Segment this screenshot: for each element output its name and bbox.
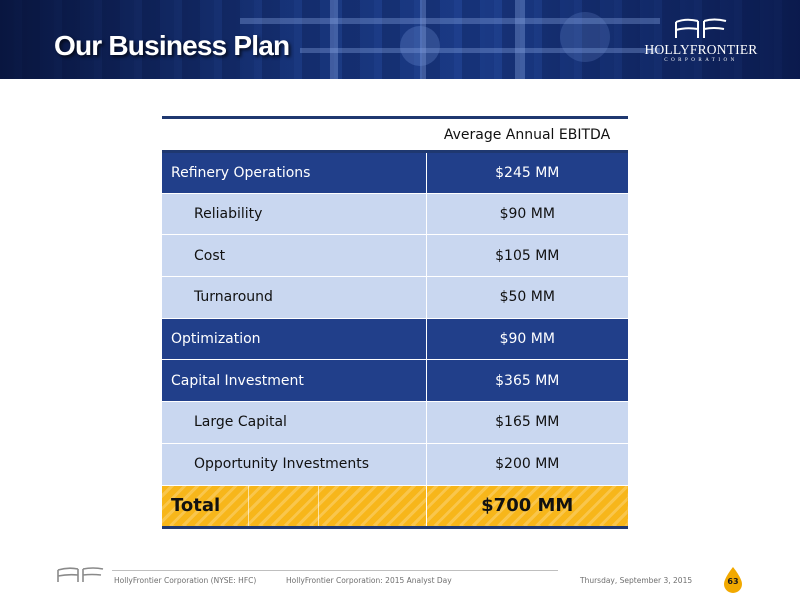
row-value: $90 MM: [426, 318, 628, 361]
footer-event: HollyFrontier Corporation: 2015 Analyst …: [286, 576, 452, 585]
total-label-cell: Total: [162, 485, 427, 529]
grid-divider: [248, 485, 249, 526]
row-value: $50 MM: [426, 276, 628, 319]
background-pipe: [240, 18, 660, 24]
page-number: 63: [727, 577, 739, 586]
row-value: $200 MM: [426, 443, 628, 486]
row-value: $90 MM: [426, 193, 628, 236]
row-label: Optimization: [162, 318, 427, 361]
row-label: Turnaround: [162, 276, 427, 319]
logo-wordmark: HOLLYFRONTIER: [644, 42, 758, 57]
row-label: Capital Investment: [162, 359, 427, 403]
total-label: Total: [171, 495, 221, 516]
table-row: Turnaround $50 MM: [162, 276, 628, 319]
table-row: Reliability $90 MM: [162, 193, 628, 236]
background-valve: [400, 26, 440, 66]
business-plan-table: Average Annual EBITDA Refinery Operation…: [162, 116, 628, 529]
row-value: $365 MM: [426, 359, 628, 403]
row-label: Refinery Operations: [162, 151, 427, 194]
table-total-row: Total $700 MM: [162, 485, 628, 529]
total-value: $700 MM: [426, 485, 628, 529]
grid-divider: [318, 485, 319, 526]
row-label: Large Capital: [162, 401, 427, 444]
table-header-blank: [162, 116, 426, 153]
background-pipe: [330, 0, 338, 79]
hollyfrontier-footer-logo-icon: [57, 567, 104, 582]
table-row: Cost $105 MM: [162, 234, 628, 278]
background-pipe: [300, 48, 660, 53]
footer-company: HollyFrontier Corporation (NYSE: HFC): [114, 576, 257, 585]
row-label: Reliability: [162, 193, 427, 236]
table-row: Refinery Operations $245 MM: [162, 151, 628, 194]
page-title: Our Business Plan: [54, 30, 290, 61]
table-row: Capital Investment $365 MM: [162, 359, 628, 403]
footer-date: Thursday, September 3, 2015: [580, 576, 693, 585]
row-label: Cost: [162, 234, 427, 278]
hollyfrontier-logo-icon: [675, 18, 727, 38]
table-row: Large Capital $165 MM: [162, 401, 628, 444]
footer-divider: [112, 570, 558, 571]
row-label: Opportunity Investments: [162, 443, 427, 486]
row-value: $165 MM: [426, 401, 628, 444]
table-row: Opportunity Investments $200 MM: [162, 443, 628, 486]
header-banner: Our Business Plan HOLLYFRONTIER CORPORAT…: [0, 0, 800, 79]
logo-subtitle: CORPORATION: [664, 58, 738, 63]
table-row: Optimization $90 MM: [162, 318, 628, 361]
background-valve: [560, 12, 610, 62]
oil-drop-icon: [724, 567, 742, 593]
company-logo: HOLLYFRONTIER CORPORATION: [626, 18, 776, 68]
row-value: $245 MM: [426, 151, 628, 194]
row-value: $105 MM: [426, 234, 628, 278]
background-pipe: [515, 0, 525, 79]
background-pipe: [420, 0, 426, 79]
table-column-header: Average Annual EBITDA: [426, 116, 628, 153]
table-header-row: Average Annual EBITDA: [162, 116, 628, 153]
